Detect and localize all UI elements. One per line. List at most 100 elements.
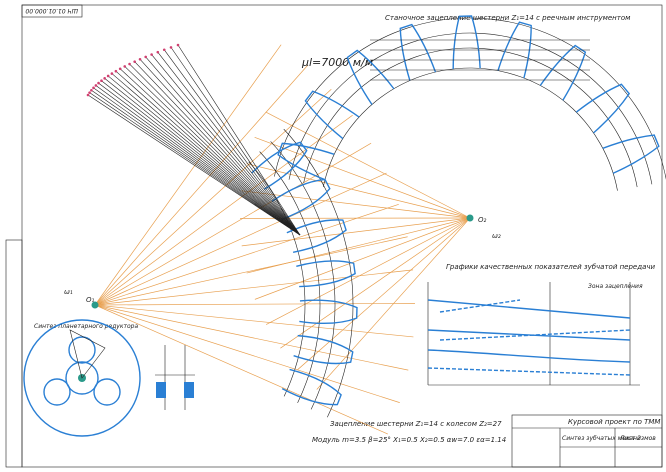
wheel-arc: [259, 151, 321, 403]
w2-label: ω₂: [492, 232, 501, 240]
fan-dot: [150, 53, 153, 56]
wheel-arc: [270, 141, 336, 410]
graph-title: Графики качественных показателей зубчато…: [446, 263, 656, 271]
gear-geometry: [86, 15, 666, 435]
fan-dot: [88, 91, 91, 94]
ray: [94, 172, 387, 306]
center: [466, 214, 474, 222]
fan-dot: [118, 67, 122, 71]
ray: [94, 65, 308, 306]
fan-line: [89, 92, 301, 236]
fan-dot: [114, 69, 118, 73]
ray: [94, 304, 388, 435]
ray: [254, 136, 471, 219]
fan-line: [107, 75, 301, 236]
velocity-triangle: [69, 329, 106, 379]
fan-line: [129, 63, 301, 236]
title-block-sheet: Лист 2: [619, 435, 641, 442]
fan-line: [115, 70, 301, 236]
ray: [316, 217, 471, 390]
title-block-title: Курсовой проект по ТММ: [568, 418, 660, 426]
ray: [94, 304, 409, 371]
ray: [241, 217, 471, 247]
fan-dot: [110, 72, 114, 75]
side-block: [184, 382, 194, 398]
planet-gear: [93, 378, 121, 406]
ray: [94, 303, 415, 306]
fan-dot: [169, 46, 173, 49]
center: [91, 301, 99, 309]
frame: [21, 4, 663, 468]
fan-line: [151, 54, 301, 236]
corner-box: [21, 4, 83, 18]
pinion-arc: [288, 32, 653, 185]
tooth-profile: [296, 260, 356, 288]
mesh-title: Зацепление шестерни Z₁=14 с колесом Z₂=2…: [330, 420, 502, 428]
ray: [241, 190, 471, 219]
tooth-profile: [602, 134, 660, 174]
fan-dot: [100, 79, 103, 83]
fan-line: [111, 73, 301, 236]
fan-line: [93, 87, 301, 236]
zone-label: Зона зацепления: [588, 283, 643, 290]
fan-dot: [103, 77, 106, 80]
fan-line: [134, 61, 301, 236]
fan-dot: [176, 43, 180, 47]
fan-dot: [94, 84, 98, 87]
planet-gear: [68, 336, 96, 364]
ray: [94, 304, 414, 338]
fan-line: [91, 89, 301, 236]
wheel-arc: [283, 128, 354, 418]
wheel-arc: [248, 161, 306, 397]
ring-gear: [23, 319, 141, 437]
fan-dot: [133, 60, 136, 63]
tooth-profile: [304, 90, 360, 140]
corner-stamp: ШЧ 01.01.000.00: [25, 7, 78, 14]
fan-line: [101, 80, 301, 236]
fan-dot: [86, 93, 90, 97]
ray: [94, 236, 408, 306]
sun-gear: [65, 361, 99, 395]
tooth-profile: [539, 44, 587, 101]
side-block: [156, 382, 166, 398]
ray: [94, 142, 372, 306]
fan-dot: [90, 88, 93, 92]
tooth-profile: [497, 21, 532, 79]
fan-line: [87, 94, 301, 236]
planetary-title: Синтез планетарного редуктора: [34, 323, 138, 330]
ray: [94, 88, 332, 306]
fan-line: [98, 82, 301, 236]
fan-line: [145, 56, 301, 236]
scale: μl=7000 м/м: [301, 56, 373, 69]
fan-line: [157, 51, 301, 236]
fan-dot: [156, 50, 160, 54]
ray: [280, 217, 471, 349]
ray: [297, 217, 471, 371]
fan-line: [95, 85, 301, 236]
pinion-arc: [303, 47, 638, 188]
fan-dot: [138, 57, 142, 61]
side-scheme: [155, 345, 195, 410]
planet-gear: [43, 378, 71, 406]
title-block-frame: [511, 414, 663, 468]
w1-label: ω₁: [64, 288, 73, 296]
ray: [254, 217, 471, 300]
fan-line: [164, 49, 301, 236]
tooth-profile: [575, 83, 631, 134]
fan-dot: [92, 86, 95, 90]
tooth-profile: [299, 299, 358, 325]
rack-title: Станочное зацепление шестерни Z₁=14 с ре…: [385, 14, 631, 22]
fan-dot: [123, 65, 127, 68]
mesh-params: Модуль m=3.5 β=25° X₁=0.5 X₂=0.5 αw=7.0 …: [312, 436, 506, 444]
ray: [246, 217, 471, 274]
tooth-profile: [452, 15, 481, 69]
fan-dot: [162, 48, 166, 52]
ray: [94, 204, 399, 306]
ray: [265, 217, 471, 325]
ray: [94, 304, 400, 403]
ray: [265, 111, 471, 219]
fan-line: [124, 66, 301, 236]
fan-line: [170, 47, 301, 236]
title-block-subject: Синтез зубчатых механизмов: [562, 435, 656, 442]
graph-frame: [427, 282, 640, 386]
